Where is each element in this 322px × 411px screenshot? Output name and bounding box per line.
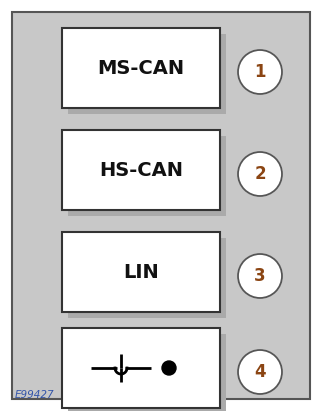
Text: MS-CAN: MS-CAN: [98, 58, 185, 78]
FancyBboxPatch shape: [68, 334, 226, 411]
Circle shape: [238, 350, 282, 394]
FancyBboxPatch shape: [62, 232, 220, 312]
FancyBboxPatch shape: [62, 130, 220, 210]
Text: 3: 3: [254, 267, 266, 285]
FancyBboxPatch shape: [62, 328, 220, 408]
Text: E99427: E99427: [15, 390, 55, 400]
Text: HS-CAN: HS-CAN: [99, 161, 183, 180]
FancyBboxPatch shape: [68, 136, 226, 216]
FancyBboxPatch shape: [68, 34, 226, 114]
FancyBboxPatch shape: [68, 238, 226, 318]
Circle shape: [162, 361, 176, 375]
Circle shape: [238, 254, 282, 298]
Text: 2: 2: [254, 165, 266, 183]
FancyBboxPatch shape: [62, 28, 220, 108]
Text: 1: 1: [254, 63, 266, 81]
FancyBboxPatch shape: [12, 12, 310, 399]
Circle shape: [238, 50, 282, 94]
Circle shape: [238, 152, 282, 196]
Text: 4: 4: [254, 363, 266, 381]
Text: LIN: LIN: [123, 263, 159, 282]
